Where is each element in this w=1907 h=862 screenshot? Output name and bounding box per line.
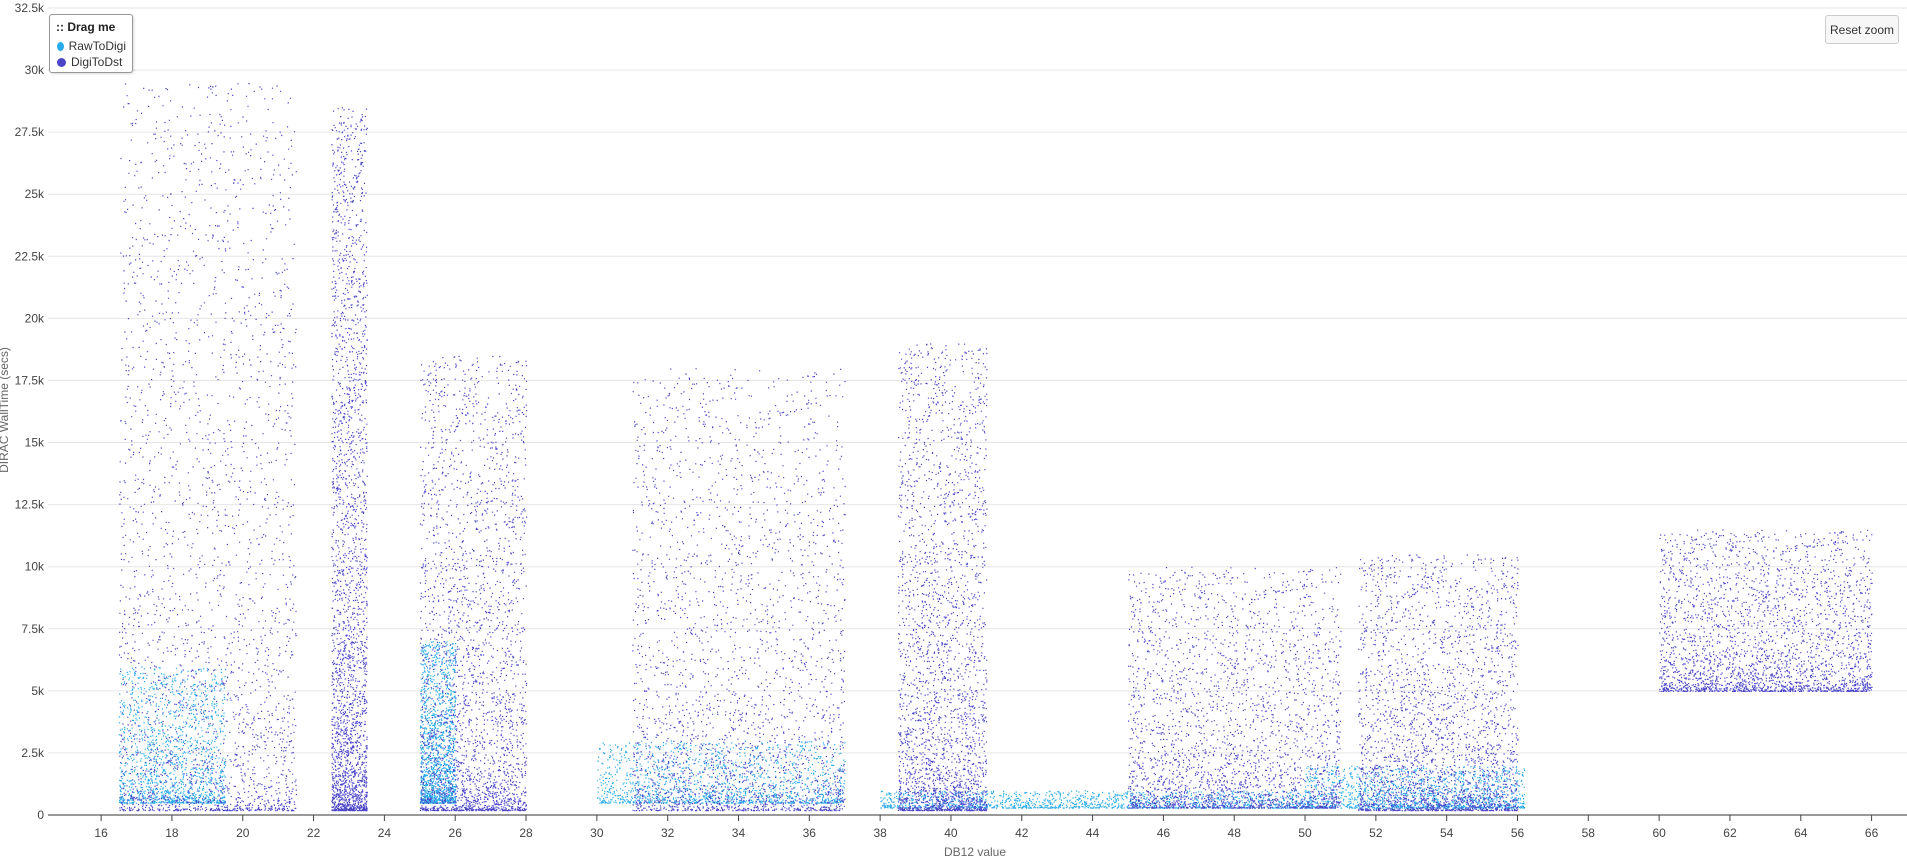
x-tick-label: 26 [449, 826, 463, 840]
x-tick-label: 66 [1865, 826, 1879, 840]
y-tick-label: 27.5k [15, 125, 45, 139]
x-tick-label: 62 [1723, 826, 1737, 840]
y-axis-title: DIRAC WallTime (secs) [0, 347, 11, 473]
legend-label-rawtodigi: RawToDigi [68, 39, 126, 53]
x-tick-label: 52 [1369, 826, 1383, 840]
scatter-points [118, 641, 1526, 809]
y-tick-label: 17.5k [15, 373, 45, 387]
x-axis-title: DB12 value [944, 845, 1006, 859]
x-tick-label: 60 [1652, 826, 1666, 840]
y-tick-label: 20k [25, 311, 45, 325]
x-tick-label: 34 [732, 826, 746, 840]
x-tick-label: 54 [1440, 826, 1454, 840]
x-tick-label: 64 [1794, 826, 1808, 840]
x-tick-label: 32 [661, 826, 675, 840]
rawtodigi-marker-icon [57, 41, 64, 51]
y-tick-label: 2.5k [21, 746, 45, 760]
scatter-points [118, 83, 1873, 812]
legend-item-rawtodigi[interactable]: RawToDigi [56, 38, 126, 54]
y-tick-label: 32.5k [15, 1, 45, 15]
legend-item-digitodst[interactable]: DigiToDst [56, 54, 126, 70]
x-tick-label: 18 [165, 826, 179, 840]
legend-drag-handle[interactable]: :: Drag me [56, 20, 116, 34]
x-tick-label: 58 [1582, 826, 1596, 840]
axes: 0 2.5k 5k 7.5k 10k 12.5k 15k 17.5k 20k 22.5k 25k 27… [15, 1, 1879, 840]
x-tick-label: 36 [803, 826, 817, 840]
x-tick-label: 42 [1015, 826, 1029, 840]
y-tick-label: 5k [31, 684, 45, 698]
y-tick-label: 25k [25, 187, 45, 201]
y-tick-label: 0 [37, 808, 44, 822]
x-tick-label: 30 [590, 826, 604, 840]
y-tick-label: 7.5k [21, 622, 45, 636]
x-tick-label: 44 [1086, 826, 1100, 840]
y-tick-label: 15k [25, 436, 45, 450]
legend-label-digitodst: DigiToDst [71, 55, 123, 69]
digitodst-marker-icon [57, 57, 66, 67]
x-tick-label: 24 [378, 826, 392, 840]
x-tick-label: 38 [873, 826, 887, 840]
legend[interactable]: :: Drag me RawToDigi DigiToDst [49, 14, 133, 73]
y-tick-label: 12.5k [15, 498, 45, 512]
x-tick-label: 56 [1511, 826, 1525, 840]
y-tick-label: 22.5k [15, 249, 45, 263]
reset-zoom-button[interactable]: Reset zoom [1825, 15, 1899, 44]
x-tick-label: 40 [944, 826, 958, 840]
x-tick-label: 22 [307, 826, 321, 840]
y-tick-label: 30k [25, 63, 45, 77]
series-rawtodigi-points [118, 641, 1526, 809]
x-tick-label: 46 [1157, 826, 1171, 840]
grid-lines [48, 7, 1907, 816]
x-tick-label: 20 [236, 826, 250, 840]
y-tick-label: 10k [25, 560, 45, 574]
series-digitodst-points [118, 83, 1873, 812]
x-tick-label: 48 [1228, 826, 1242, 840]
x-tick-label: 16 [94, 826, 108, 840]
x-tick-label: 28 [519, 826, 533, 840]
x-tick-label: 50 [1298, 826, 1312, 840]
